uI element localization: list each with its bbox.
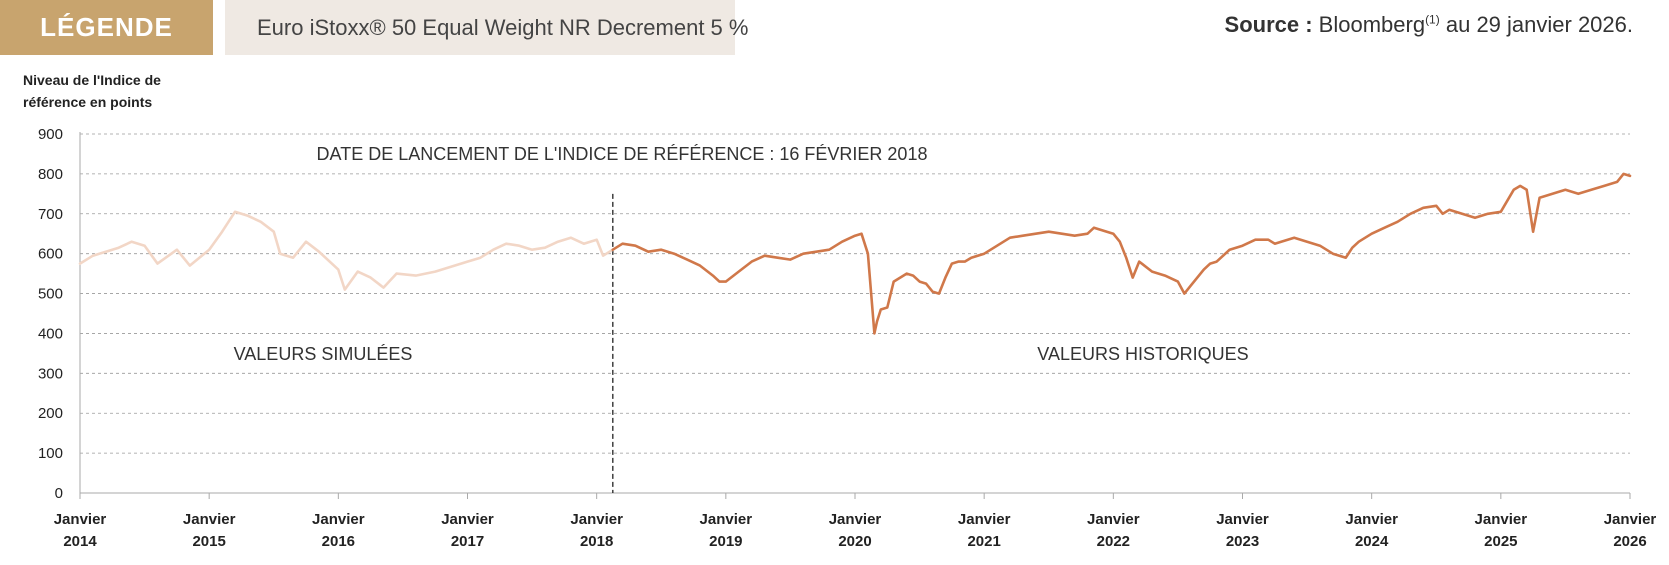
x-tick-label-year: 2017	[451, 533, 484, 550]
source-provider: Bloomberg	[1318, 12, 1426, 37]
x-tick-label-year: 2023	[1226, 533, 1259, 550]
x-tick-label-month: Janvier	[570, 511, 623, 528]
y-tick-label: 300	[38, 365, 63, 382]
legend-box: Euro iStoxx® 50 Equal Weight NR Decremen…	[225, 0, 748, 55]
series-line-historical	[611, 172, 1632, 335]
x-tick-label-year: 2024	[1355, 533, 1389, 550]
x-tick-label-month: Janvier	[700, 511, 753, 528]
source-footnote: (1)	[1425, 12, 1440, 27]
x-tick-label-year: 2014	[63, 533, 97, 550]
historical-annotation: VALEURS HISTORIQUES	[1037, 344, 1248, 364]
x-tick-label-month: Janvier	[1475, 511, 1528, 528]
y-axis-label: référence en points	[23, 94, 152, 110]
x-tick-label-month: Janvier	[1345, 511, 1398, 528]
launch-annotation: DATE DE LANCEMENT DE L'INDICE DE RÉFÉREN…	[317, 144, 928, 164]
y-tick-label: 100	[38, 445, 63, 462]
x-tick-label-month: Janvier	[958, 511, 1011, 528]
x-tick-label-month: Janvier	[1604, 511, 1657, 528]
x-tick-label-year: 2022	[1097, 533, 1130, 550]
x-tick-label-year: 2020	[838, 533, 871, 550]
source-date: au 29 janvier 2026.	[1445, 12, 1633, 37]
x-tick-label-month: Janvier	[1087, 511, 1140, 528]
x-tick-label-year: 2015	[192, 533, 225, 550]
x-tick-label-year: 2018	[580, 533, 613, 550]
y-axis-label: Niveau de l'Indice de	[23, 72, 161, 88]
x-tick-label-month: Janvier	[441, 511, 494, 528]
x-tick-label-year: 2016	[322, 533, 355, 550]
x-tick-label-month: Janvier	[54, 511, 107, 528]
x-tick-label-year: 2019	[709, 533, 742, 550]
x-tick-label-month: Janvier	[1216, 511, 1269, 528]
y-tick-label: 200	[38, 405, 63, 422]
source-note: Source : Bloomberg(1) au 29 janvier 2026…	[1225, 12, 1633, 38]
x-tick-label-month: Janvier	[829, 511, 882, 528]
y-tick-label: 900	[38, 126, 63, 143]
x-tick-label-year: 2021	[967, 533, 1000, 550]
y-tick-label: 0	[55, 485, 63, 502]
y-tick-label: 700	[38, 206, 63, 223]
legend-tag: LÉGENDE	[0, 0, 213, 55]
x-tick-label-year: 2026	[1613, 533, 1646, 550]
y-tick-label: 400	[38, 325, 63, 342]
simulated-annotation: VALEURS SIMULÉES	[234, 344, 413, 364]
legend-series-label: Euro iStoxx® 50 Equal Weight NR Decremen…	[257, 14, 749, 40]
y-tick-label: 600	[38, 246, 63, 263]
x-tick-label-year: 2025	[1484, 533, 1517, 550]
source-label: Source :	[1224, 12, 1313, 37]
x-tick-label-month: Janvier	[183, 511, 236, 528]
y-tick-label: 800	[38, 166, 63, 183]
y-tick-label: 500	[38, 286, 63, 303]
series-line-simulated	[78, 210, 615, 291]
x-tick-label-month: Janvier	[312, 511, 365, 528]
